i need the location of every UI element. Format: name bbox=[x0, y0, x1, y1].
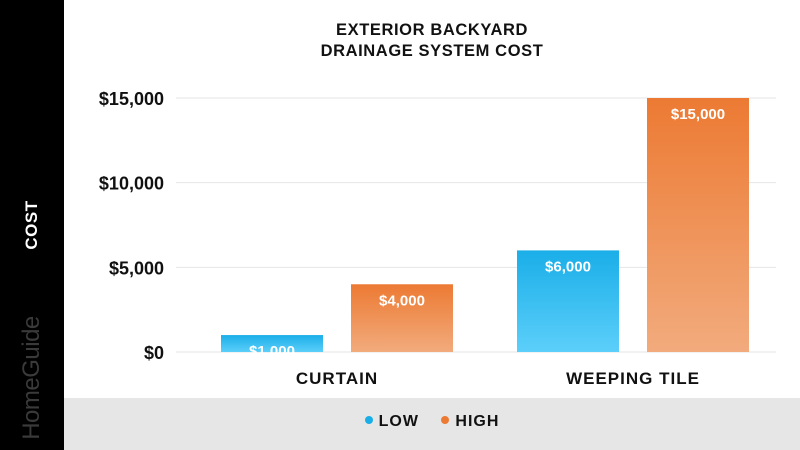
y-tick-label: $10,000 bbox=[99, 174, 164, 194]
legend-item-high: HIGH bbox=[441, 413, 499, 431]
chart-title-line-1: EXTERIOR BACKYARD bbox=[335, 21, 529, 39]
legend-item-low: LOW bbox=[364, 413, 419, 431]
legend-dot-high bbox=[441, 415, 450, 424]
brand-watermark: HomeGuide bbox=[18, 316, 45, 440]
legend-label-low: LOW bbox=[378, 413, 419, 430]
x-tick-label: WEEPING TILE bbox=[566, 369, 700, 388]
y-axis-label-wrap: COST bbox=[0, 185, 64, 265]
bar-high-weeping-tile bbox=[647, 98, 749, 352]
y-tick-label: $0 bbox=[144, 343, 164, 363]
legend-bar: LOW HIGH bbox=[64, 398, 800, 450]
data-label: $4,000 bbox=[379, 292, 425, 309]
data-label: $1,000 bbox=[249, 343, 295, 360]
chart-title: EXTERIOR BACKYARD DRAINAGE SYSTEM COST bbox=[64, 20, 800, 62]
x-tick-label: CURTAIN bbox=[296, 369, 378, 388]
legend-label-high: HIGH bbox=[455, 413, 500, 430]
data-label: $6,000 bbox=[545, 258, 591, 275]
legend: LOW HIGH bbox=[64, 413, 800, 431]
y-axis-label: COST bbox=[22, 200, 41, 250]
legend-dot-low bbox=[364, 415, 373, 424]
data-label: $15,000 bbox=[671, 106, 725, 123]
chart-plot: $0 $5,000 $10,000 $15,000 $1,000 $4,000 CURTAI… bbox=[99, 89, 776, 388]
bar-high-curtain bbox=[351, 284, 453, 352]
chart-title-line-2: DRAINAGE SYSTEM COST bbox=[320, 42, 544, 60]
sidebar: COST HomeGuide bbox=[0, 0, 64, 450]
bar-low-weeping-tile bbox=[517, 250, 619, 352]
y-tick-label: $5,000 bbox=[109, 258, 164, 278]
bar-low-curtain bbox=[221, 335, 323, 352]
y-tick-label: $15,000 bbox=[99, 89, 164, 109]
